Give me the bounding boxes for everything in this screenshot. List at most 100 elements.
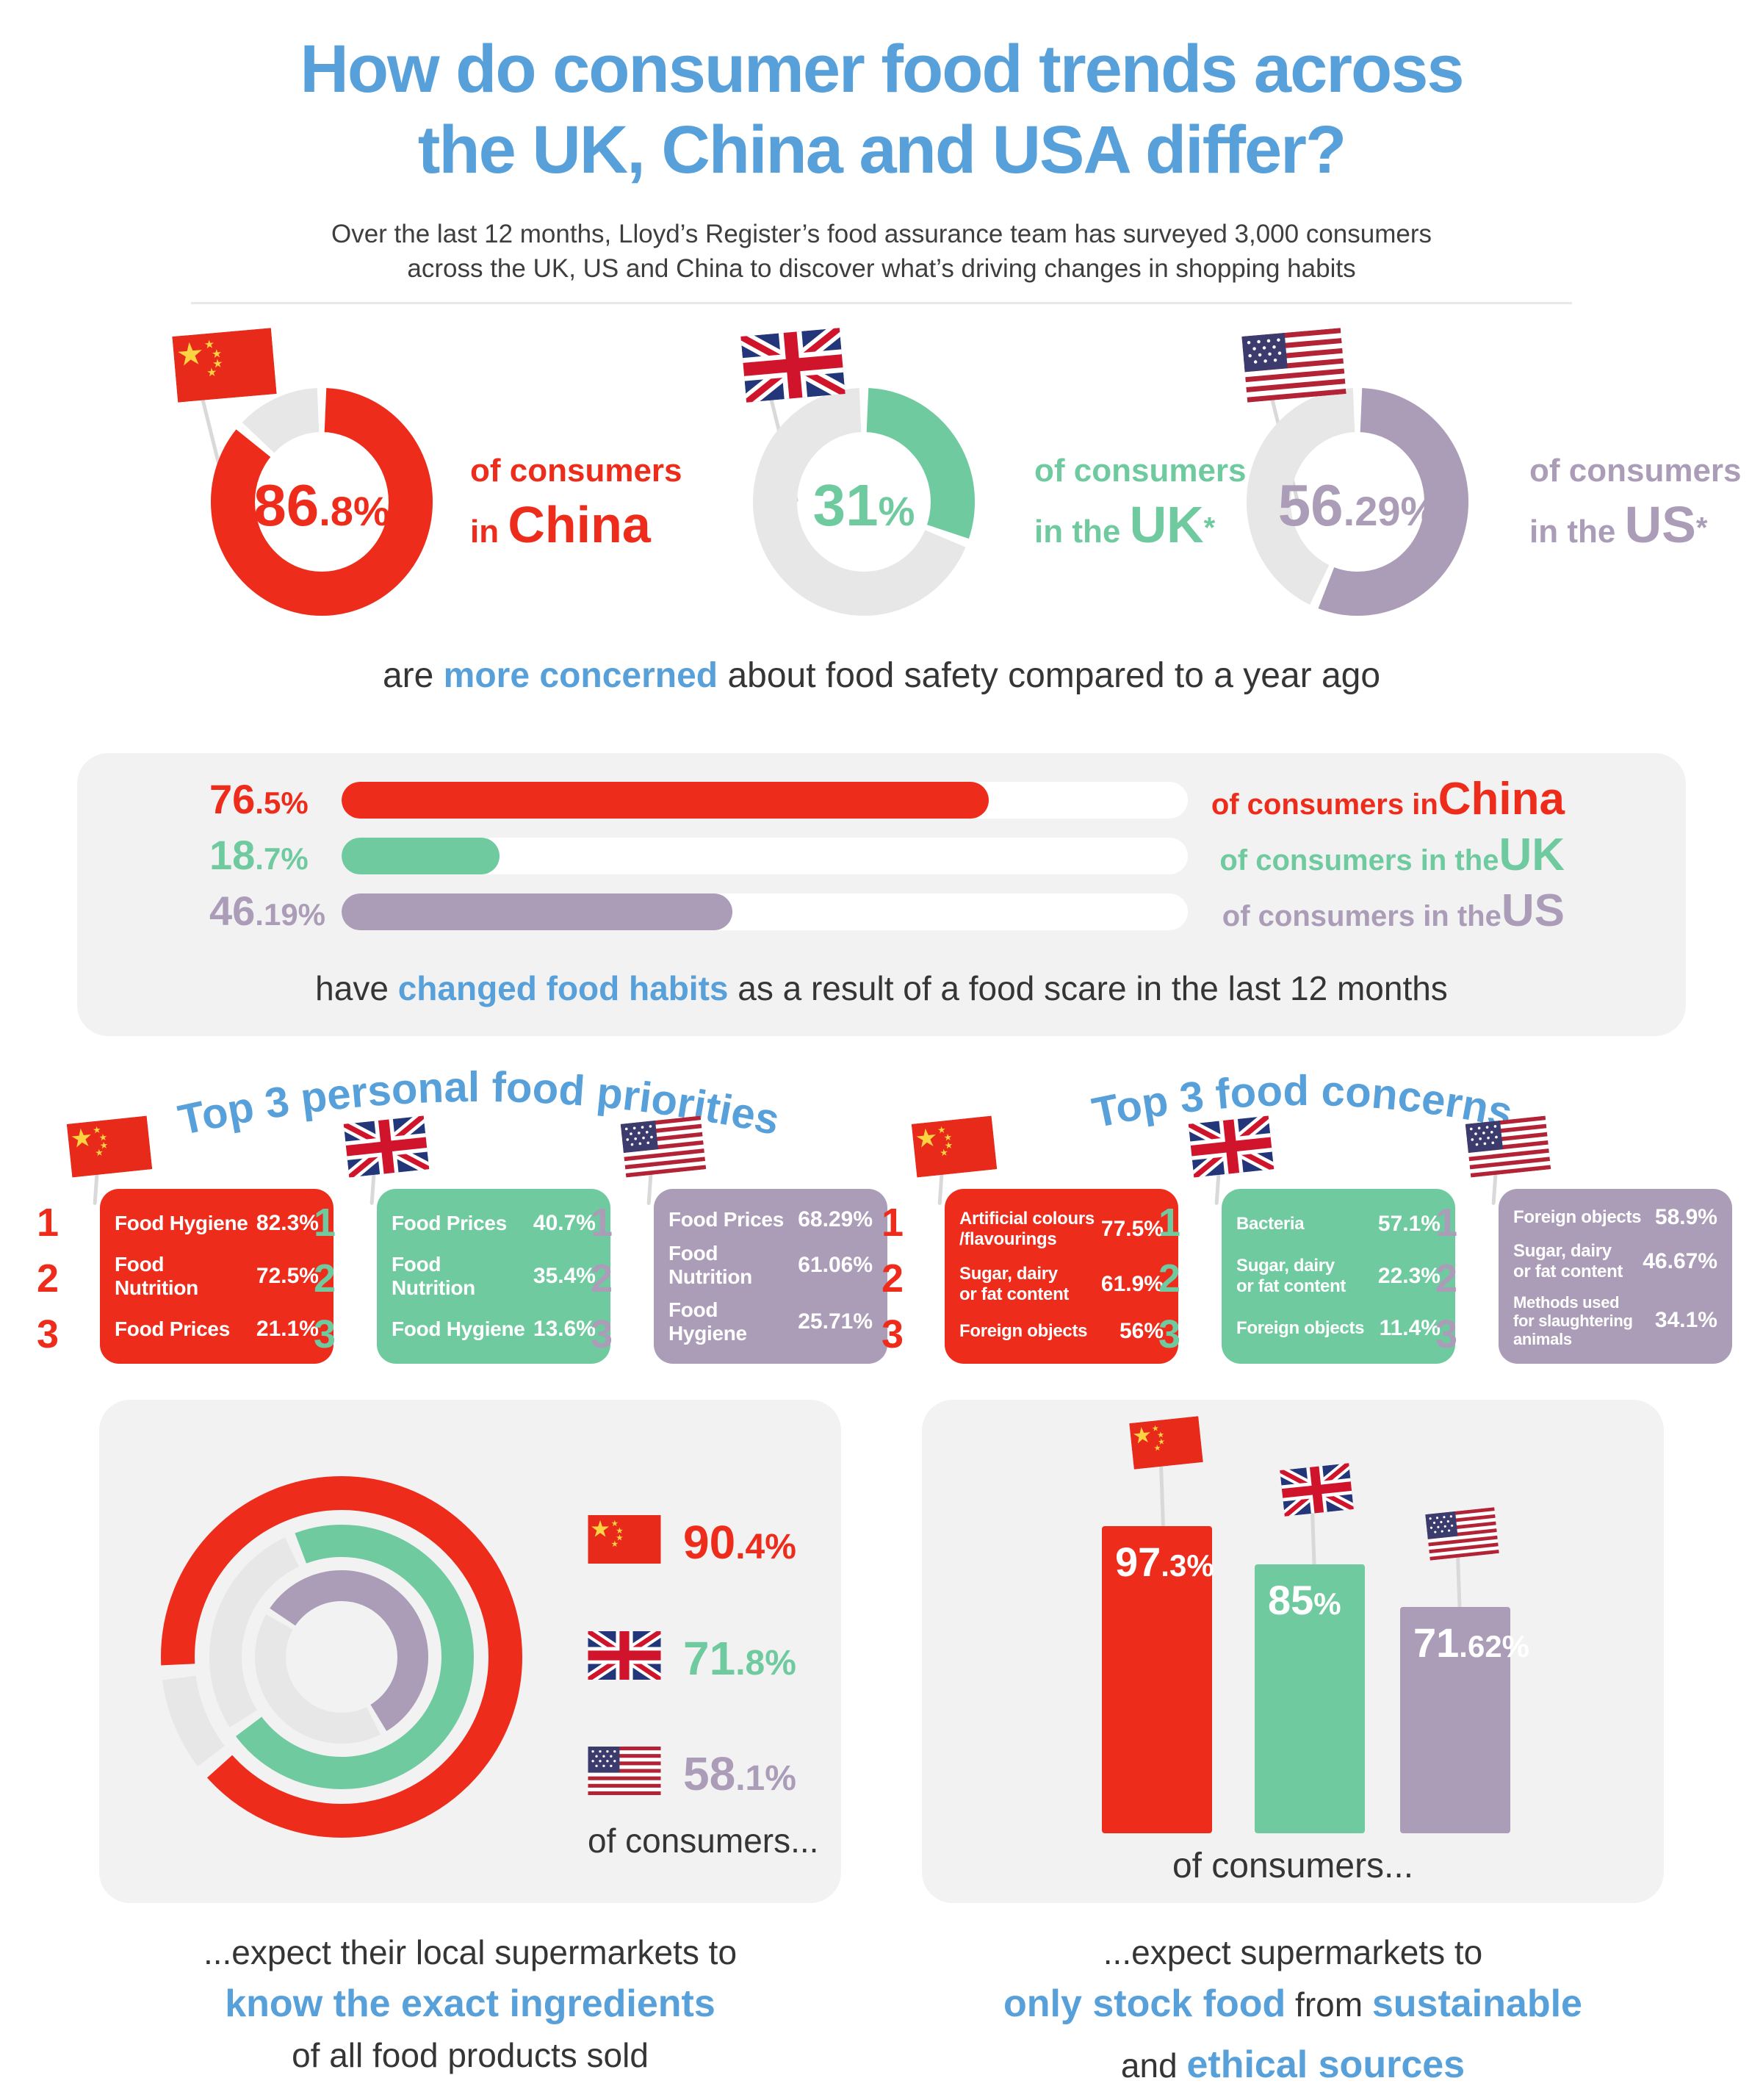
- rank-3: 3: [881, 1312, 904, 1356]
- us-flag-icon: [1425, 1507, 1499, 1561]
- ingredients-caption: ...expect their local supermarkets to kn…: [203, 1933, 738, 2074]
- uk-flag-icon: [343, 1115, 429, 1177]
- ingredients-rings-chart: [158, 1473, 525, 1841]
- rank-3: 3: [313, 1312, 336, 1356]
- row-value: 57.1%: [1377, 1212, 1441, 1236]
- row-label: Food Nutrition: [392, 1252, 475, 1299]
- china-habit-value: 76.5%: [209, 776, 309, 822]
- uk-legend-value: 71.8%: [683, 1632, 796, 1685]
- subtitle-line1: Over the last 12 months, Lloyd’s Registe…: [331, 220, 1432, 248]
- header-divider: [191, 302, 1572, 304]
- ingredients-legend-caption: of consumers...: [588, 1822, 819, 1860]
- row-label: Food Prices: [392, 1211, 507, 1234]
- rank-1: 1: [881, 1201, 904, 1245]
- uk-donut-chart: [750, 385, 978, 619]
- row-label: Foreign objects: [1236, 1318, 1365, 1338]
- rank-2: 2: [36, 1256, 59, 1301]
- us-habit-value: 46.19%: [209, 888, 326, 934]
- us-flag-icon: [1241, 328, 1346, 402]
- row-label: Food Hygiene: [392, 1317, 525, 1341]
- rank-3: 3: [36, 1312, 59, 1356]
- row-label: Methods used for slaughtering animals: [1513, 1292, 1633, 1348]
- concerns-heading: Top 3 food concerns: [1089, 1067, 1517, 1137]
- row-value: 77.5%: [1100, 1217, 1164, 1242]
- table-row: Foreign objects 56%: [959, 1319, 1164, 1344]
- row-label: Sugar, dairy or fat content: [1236, 1256, 1346, 1296]
- row-value: 68.29%: [798, 1207, 873, 1231]
- us-habit-caption: of consumers in the US: [1222, 885, 1565, 936]
- china-habit-bar-track: [342, 782, 1188, 819]
- sustainable-bars-caption: of consumers...: [1172, 1847, 1414, 1885]
- row-label: Food Nutrition: [668, 1241, 752, 1288]
- table-row: Sugar, dairy or fat content 22.3%: [1236, 1256, 1441, 1297]
- rank-1: 1: [1158, 1201, 1180, 1245]
- rank-1: 1: [36, 1201, 59, 1245]
- page-title-line1: How do consumer food trends across: [300, 32, 1464, 107]
- us-priorities-table: Food Prices 68.29% Food Nutrition 61.06% F…: [654, 1189, 887, 1364]
- row-value: 25.71%: [798, 1309, 873, 1334]
- uk-bar: 85%: [1255, 1564, 1365, 1833]
- row-value: 13.6%: [533, 1317, 596, 1342]
- row-label: Food Hygiene: [668, 1298, 747, 1345]
- table-row: Food Prices 21.1%: [115, 1317, 319, 1342]
- row-label: Food Prices: [668, 1207, 784, 1231]
- uk-bar-value: 85%: [1268, 1577, 1341, 1623]
- table-row: Food Prices 68.29%: [668, 1207, 873, 1232]
- table-row: Food Hygiene 82.3%: [115, 1211, 319, 1236]
- row-label: Food Nutrition: [115, 1252, 198, 1299]
- us-donut-chart: [1244, 385, 1471, 619]
- rank-2: 2: [1435, 1256, 1457, 1301]
- rank-2: 2: [313, 1256, 336, 1301]
- row-label: Food Prices: [115, 1317, 230, 1341]
- china-donut-chart: [208, 385, 436, 619]
- table-row: Sugar, dairy or fat content 61.9%: [959, 1264, 1164, 1305]
- table-row: Food Hygiene 25.71%: [668, 1298, 873, 1345]
- table-row: Methods used for slaughtering animals 34.…: [1513, 1293, 1717, 1348]
- sustainable-caption: ...expect supermarkets to only stock foo…: [1003, 1933, 1582, 2086]
- us-habit-bar-fill: [342, 893, 733, 930]
- table-row: Bacteria 57.1%: [1236, 1212, 1441, 1237]
- uk-habit-caption: of consumers in the UK: [1219, 830, 1565, 880]
- china-habit-caption: of consumers in China: [1211, 774, 1565, 824]
- row-value: 22.3%: [1377, 1264, 1441, 1288]
- row-value: 40.7%: [533, 1210, 596, 1235]
- row-label: Foreign objects: [1513, 1207, 1642, 1227]
- us-bar-value: 71.62%: [1413, 1619, 1530, 1666]
- row-value: 34.1%: [1654, 1308, 1717, 1332]
- uk-flag-icon: [1188, 1115, 1274, 1177]
- table-row: Foreign objects 11.4%: [1236, 1316, 1441, 1341]
- row-value: 61.9%: [1100, 1271, 1164, 1296]
- china-priorities-table: Food Hygiene 82.3% Food Nutrition 72.5% Fo…: [100, 1189, 334, 1364]
- uk-habit-value: 18.7%: [209, 832, 309, 878]
- china-flag-icon: [66, 1115, 152, 1177]
- china-legend-value: 90.4%: [683, 1516, 796, 1569]
- china-donut-caption: of consumers in China: [470, 453, 682, 554]
- uk-donut-value: 31%: [812, 472, 915, 538]
- uk-flag-icon: [588, 1631, 661, 1680]
- table-row: Foreign objects 58.9%: [1513, 1205, 1717, 1230]
- row-label: Artificial colours /flavourings: [959, 1209, 1095, 1250]
- uk-flag-icon: [740, 328, 845, 402]
- subtitle-line2: across the UK, US and China to discover …: [407, 254, 1356, 283]
- china-bar-value: 97.3%: [1115, 1539, 1214, 1585]
- us-legend-value: 58.1%: [683, 1747, 796, 1800]
- row-value: 82.3%: [256, 1210, 319, 1235]
- rank-3: 3: [1435, 1312, 1457, 1356]
- table-row: Food Nutrition 72.5%: [115, 1253, 319, 1300]
- us-habit-bar-track: [342, 893, 1188, 930]
- china-concerns-table: Artificial colours /flavourings 77.5% Sug…: [945, 1189, 1178, 1364]
- row-value: 35.4%: [533, 1263, 596, 1288]
- row-value: 46.67%: [1643, 1248, 1717, 1273]
- rank-1: 1: [1435, 1201, 1457, 1245]
- uk-flag-icon: [1280, 1463, 1354, 1517]
- china-habit-bar-fill: [342, 782, 989, 819]
- us-flag-icon: [588, 1747, 661, 1795]
- rank-2: 2: [1158, 1256, 1180, 1301]
- uk-habit-bar-track: [342, 838, 1188, 874]
- page-title-line2: the UK, China and USA differ?: [417, 112, 1346, 187]
- us-concerns-table: Foreign objects 58.9% Sugar, dairy or fat…: [1499, 1189, 1732, 1364]
- us-bar: 71.62%: [1400, 1607, 1530, 1833]
- china-flag-icon: [1129, 1416, 1203, 1470]
- table-row: Artificial colours /flavourings 77.5%: [959, 1209, 1164, 1250]
- row-value: 61.06%: [798, 1252, 873, 1277]
